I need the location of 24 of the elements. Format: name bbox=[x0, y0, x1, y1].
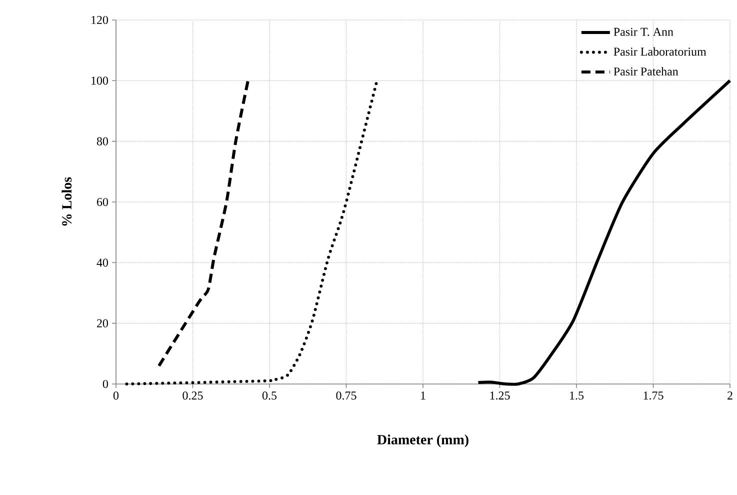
line-series bbox=[125, 79, 378, 386]
legend-label: Pasir T. Ann bbox=[614, 28, 674, 36]
x-axis-title: Diameter (mm) bbox=[377, 434, 468, 448]
y-tick-label: 20 bbox=[97, 319, 108, 328]
y-tick-label: 100 bbox=[92, 76, 108, 85]
x-tick-label: 2 bbox=[728, 392, 732, 400]
x-tick-label: 1.75 bbox=[644, 392, 664, 400]
x-tick-label: 0.25 bbox=[182, 392, 203, 400]
x-tick-label: 1 bbox=[421, 392, 426, 400]
x-tick-label: 1.5 bbox=[570, 392, 584, 400]
line-series bbox=[157, 79, 250, 368]
y-tick-label: 120 bbox=[92, 16, 108, 24]
legend-label: Pasir Laboratorium bbox=[614, 47, 706, 56]
line-series bbox=[476, 79, 732, 386]
y-axis-title: % Lolos bbox=[62, 177, 72, 226]
x-tick-label: 0.5 bbox=[262, 392, 277, 400]
x-tick-label: 1.25 bbox=[490, 392, 510, 400]
legend-label: Pasir Patehan bbox=[614, 67, 678, 76]
y-tick-label: 0 bbox=[102, 380, 108, 388]
y-tick-label: 60 bbox=[96, 198, 108, 206]
x-tick-label: 0.75 bbox=[336, 392, 356, 400]
x-tick-label: 0 bbox=[113, 392, 119, 400]
y-tick-label: 80 bbox=[96, 137, 108, 146]
y-tick-label: 40 bbox=[96, 258, 108, 267]
